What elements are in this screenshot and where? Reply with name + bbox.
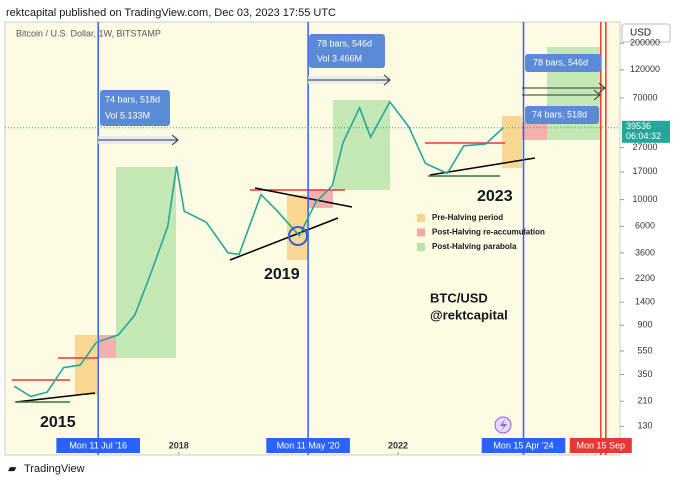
legend-swatch: [417, 243, 425, 251]
measure-arrow: [522, 89, 601, 101]
cycle-label: 2023: [477, 188, 513, 205]
measure-arrow: [308, 74, 391, 86]
measure-box: [525, 54, 601, 72]
highlight-circle: [288, 226, 308, 246]
y-tick-label: 10000: [632, 194, 657, 204]
trend: [254, 187, 353, 208]
measure-box: [309, 34, 385, 68]
plot-bg: [4, 21, 621, 456]
measure-box: [525, 106, 599, 124]
y-tick-label: 3600: [635, 247, 655, 257]
symbol-title: Bitcoin / U.S. Dollar, 1W, BITSTAMP: [16, 28, 161, 38]
y-tick-label: 210: [637, 396, 652, 406]
x-tick-badge: [266, 438, 350, 453]
x-tick-label: 2018: [169, 440, 189, 450]
pair-label: BTC/USD: [430, 290, 488, 305]
legend: Pre-Halving period Post-Halving re-accumu…: [417, 213, 545, 251]
legend-swatch: [417, 228, 425, 237]
price-line: [13, 100, 504, 398]
y-tick-label: 200000: [630, 38, 660, 48]
y-tick-label: 27000: [632, 142, 657, 152]
footer-logo: ▰: [8, 463, 17, 475]
legend-swatch: [417, 214, 425, 222]
author-label: @rektcapital: [430, 307, 508, 322]
countdown: 06:04:32: [626, 131, 661, 141]
zone: [522, 122, 547, 140]
trend: [229, 217, 339, 261]
y-tick-label: 120000: [630, 64, 660, 74]
y-tick-label: 130: [637, 421, 652, 431]
currency-box: [621, 23, 671, 43]
footer: TradingView: [24, 463, 85, 475]
zone: [308, 190, 333, 208]
measure-bars: 78 bars, 546d: [317, 38, 372, 48]
plot: [5, 22, 620, 455]
x-tick-label: Mon 11 Jul '16: [69, 440, 127, 450]
last-price: 39536: [626, 121, 651, 131]
support-lines: [15, 175, 500, 403]
y-tick-label: 550: [637, 345, 652, 355]
y-tick-label: 350: [637, 369, 652, 379]
x-tick-badge: [56, 438, 140, 453]
header: rektcapital published on TradingView.com…: [6, 7, 336, 19]
measure-bars: 74 bars, 518d: [105, 94, 160, 104]
y-tick-label: 17000: [632, 166, 657, 176]
measure-vol: Vol 5.133M: [105, 110, 150, 120]
zone: [116, 167, 176, 358]
x-tick-badge: [481, 438, 566, 453]
measure-bars: 74 bars, 518d: [532, 109, 587, 119]
last-price-box: [622, 120, 670, 143]
measure-box: [100, 90, 170, 126]
measure-bars: 78 bars, 546d: [533, 57, 588, 67]
y-tick-label: 70000: [632, 92, 657, 102]
x-tick-label: 2022: [388, 440, 408, 450]
legend-label: Post-Halving re-accumulation: [432, 228, 545, 237]
y-tick-label: 6000: [635, 221, 655, 231]
cycle-label: 2019: [264, 266, 300, 283]
legend-label: Pre-Halving period: [432, 213, 503, 222]
measure-arrow: [522, 82, 606, 94]
y-tick-label: 2200: [635, 273, 655, 283]
measures: 74 bars, 518d Vol 5.133M 78 bars, 546d V…: [98, 34, 606, 146]
cycle-label: 2015: [40, 414, 76, 431]
y-tick-label: 900: [637, 320, 652, 330]
measure-arrow: [98, 134, 179, 146]
x-tick-label: Mon 15 Apr '24: [493, 440, 553, 450]
x-tick-badge: [569, 438, 632, 453]
y-tick-label: 1400: [635, 297, 655, 307]
event-icon-bolt: [500, 419, 507, 431]
currency: USD: [630, 28, 651, 39]
measure-vol: Vol 3.466M: [317, 53, 362, 63]
trend: [15, 392, 96, 403]
zone: [502, 116, 522, 168]
x-tick-label: Mon 15 Sep: [577, 440, 626, 450]
x-tick-label: Mon 11 May '20: [277, 440, 340, 450]
legend-label: Post-Halving parabola: [432, 242, 517, 251]
